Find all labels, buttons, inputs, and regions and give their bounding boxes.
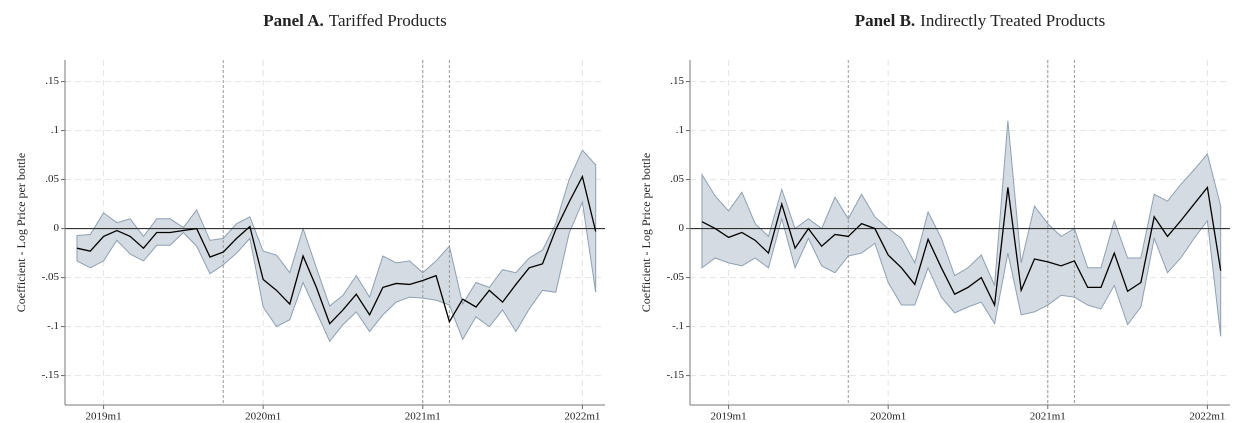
y-tick-label: .05 (670, 173, 684, 185)
x-tick-label: 2020m1 (870, 411, 906, 423)
x-tick-label: 2021m1 (405, 411, 441, 423)
panel-label: Panel A. (263, 11, 323, 30)
y-tick-label: -.1 (47, 320, 59, 332)
y-tick-label: .15 (670, 75, 684, 87)
y-tick-label: -.15 (42, 369, 60, 381)
y-tick-label: .1 (51, 124, 59, 136)
y-tick-label: .15 (45, 75, 59, 87)
x-tick-label: 2019m1 (86, 411, 122, 423)
x-tick-label: 2022m1 (564, 411, 600, 423)
estimate-line (76, 174, 597, 325)
y-tick-label: 0 (679, 222, 685, 234)
y-tick-label: -.15 (667, 369, 685, 381)
y-tick-label: -.05 (667, 271, 685, 283)
estimate-line (701, 185, 1222, 308)
x-tick-label: 2020m1 (245, 411, 281, 423)
y-tick-label: -.05 (42, 271, 60, 283)
confidence-band (76, 149, 597, 343)
panel-label: Panel B. (855, 11, 915, 30)
panel: Panel A. Tariffed Products Coefficient - L… (14, 11, 605, 423)
y-tick-label: .05 (45, 173, 59, 185)
y-tick-label: .1 (676, 124, 684, 136)
y-tick-label: 0 (54, 222, 60, 234)
panel-title-text: Indirectly Treated Products (920, 11, 1105, 30)
y-axis-label: Coefficient - Log Price per bottle (639, 153, 653, 312)
confidence-band (701, 120, 1222, 337)
panel-title: Panel B. Indirectly Treated Products (855, 11, 1106, 30)
panel-title: Panel A. Tariffed Products (263, 11, 446, 30)
x-tick-label: 2022m1 (1189, 411, 1225, 423)
panel-title-text: Tariffed Products (329, 11, 447, 30)
x-tick-label: 2021m1 (1030, 411, 1066, 423)
y-tick-label: -.1 (672, 320, 684, 332)
y-axis-label: Coefficient - Log Price per bottle (14, 153, 28, 312)
panel: Panel B. Indirectly Treated Products Coeff… (639, 11, 1230, 423)
x-tick-label: 2019m1 (711, 411, 747, 423)
